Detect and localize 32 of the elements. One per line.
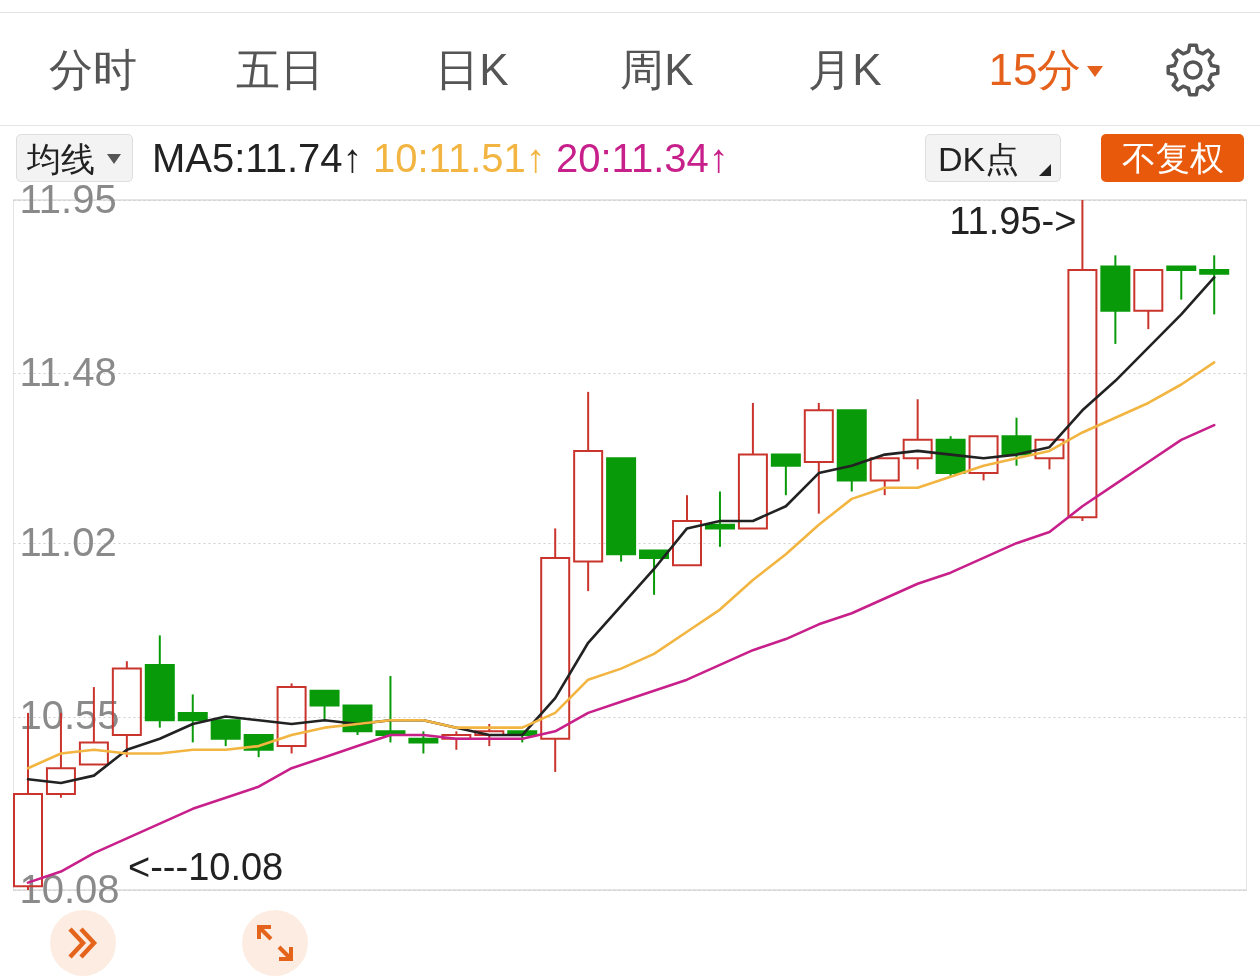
candlestick (1034, 438, 1065, 471)
button: DK点 (925, 134, 1061, 182)
candlestick (672, 494, 703, 567)
candlestick (737, 401, 768, 530)
tab-label: 月K (808, 44, 882, 96)
candlestick (1100, 254, 1131, 345)
candlestick (902, 398, 933, 471)
candlestick (540, 527, 571, 773)
y-tick-label: 11.02 (19, 519, 117, 564)
candlestick (144, 634, 175, 729)
candlestick (836, 409, 867, 493)
text: MA5:11.74↑ (152, 136, 363, 180)
text: 10:11.51↑ (373, 136, 546, 180)
candlestick (177, 693, 208, 744)
button: 不复权 (1101, 134, 1244, 182)
text: 20:11.34↑ (556, 136, 729, 180)
annotation: <---10.08 (127, 846, 284, 888)
annotation: 11.95-> (949, 200, 1077, 242)
candlestick (1166, 265, 1197, 301)
tab-label: 15分 (988, 44, 1082, 96)
tab-label: 日K (435, 44, 509, 96)
tab-label: 五日 (236, 44, 324, 96)
tab-label: 分时 (49, 44, 137, 96)
candlestick (573, 390, 604, 593)
y-tick-label: 10.08 (19, 866, 120, 911)
tab-label: 周K (620, 44, 694, 96)
candlestick (770, 453, 801, 497)
dropdown-button: 均线 (16, 134, 133, 182)
candlestick (1199, 254, 1230, 316)
candlestick (606, 457, 637, 563)
y-tick-label: 11.48 (19, 349, 117, 394)
candlestick (1133, 269, 1164, 331)
